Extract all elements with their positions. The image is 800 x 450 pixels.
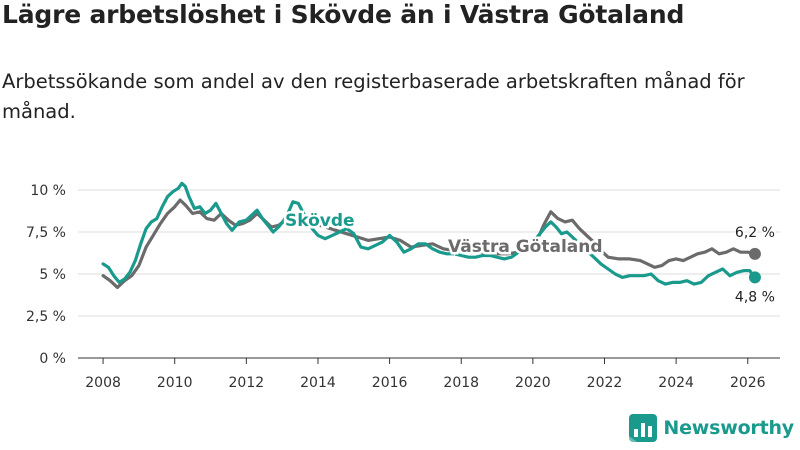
x-axis: 2008 2010 2012 2014 2016 2018 2020 2022 2024 2026 <box>78 357 780 391</box>
chart-subtitle: Arbetssökande som andel av den registerb… <box>2 70 745 123</box>
end-label-vastra-gotaland: 6,2 % <box>735 225 775 241</box>
y-tick-label: 7,5 % <box>26 225 66 241</box>
x-tick-label: 2008 <box>85 375 121 391</box>
newsworthy-logo-text: Newsworthy <box>663 417 794 439</box>
y-tick-label: 0 % <box>39 351 66 367</box>
series-line-skövde <box>101 181 757 286</box>
newsworthy-logo: Newsworthy <box>629 414 794 442</box>
x-tick-label: 2026 <box>730 375 766 391</box>
x-tick-label: 2024 <box>658 375 694 391</box>
x-tick-label: 2014 <box>300 375 336 391</box>
chart-title: Lägre arbetslöshet i Skövde än i Västra … <box>2 0 685 29</box>
x-tick-label: 2012 <box>229 375 265 391</box>
end-point-skövde <box>748 271 761 284</box>
x-tick-label: 2022 <box>587 375 623 391</box>
x-tick-label: 2010 <box>157 375 193 391</box>
end-label-skovde: 4,8 % <box>735 289 775 305</box>
y-tick-label: 10 % <box>30 183 66 199</box>
y-tick-label: 5 % <box>39 267 66 283</box>
series-label-vastra-gotaland: Västra Götaland <box>448 237 603 257</box>
x-tick-label: 2020 <box>515 375 551 391</box>
y-tick-label: 2,5 % <box>26 309 66 325</box>
series-lines <box>101 181 761 289</box>
x-tick-label: 2018 <box>443 375 479 391</box>
series-label-skovde: Skövde <box>285 211 355 231</box>
x-tick-label: 2016 <box>372 375 408 391</box>
newsworthy-logo-icon <box>629 414 658 442</box>
end-point-västra-götaland <box>748 247 761 260</box>
grid-lines <box>78 189 780 359</box>
y-axis-labels: 0 % 2,5 % 5 % 7,5 % 10 % <box>26 183 66 367</box>
series-labels: Skövde Västra Götaland 6,2 % 4,8 % <box>283 209 777 308</box>
